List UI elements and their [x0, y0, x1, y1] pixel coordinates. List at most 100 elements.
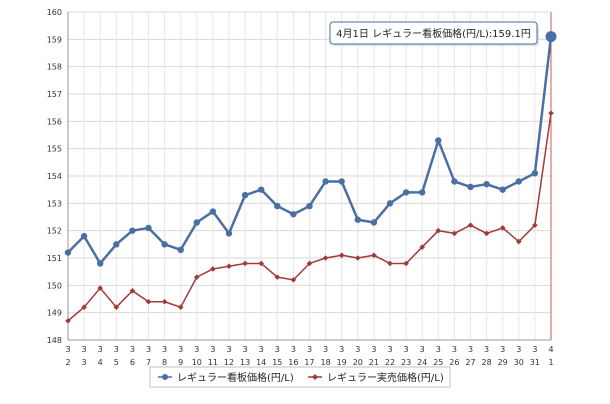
y-tick-label: 154	[47, 172, 62, 181]
legend-marker-circle	[162, 374, 168, 380]
x-tick-month: 3	[436, 345, 441, 354]
x-tick-month: 3	[226, 345, 231, 354]
x-tick-day: 22	[385, 358, 395, 367]
data-point	[242, 260, 248, 267]
x-tick-day: 15	[272, 358, 282, 367]
x-tick-month: 3	[404, 345, 409, 354]
data-point	[193, 219, 200, 226]
data-point	[161, 298, 168, 305]
x-tick-month: 3	[516, 345, 521, 354]
x-tick-month: 3	[339, 345, 344, 354]
series-layer	[64, 31, 557, 324]
x-tick-day: 31	[530, 358, 540, 367]
legend-box	[149, 366, 451, 388]
data-point	[467, 222, 474, 228]
legend-label-1: レギュラー実売価格(円/L)	[327, 371, 444, 384]
grid	[67, 11, 552, 341]
x-tick-day: 16	[288, 358, 298, 367]
x-tick-day: 7	[146, 358, 151, 367]
x-tick-day: 29	[498, 358, 508, 367]
data-point	[65, 318, 71, 324]
x-tick-month: 3	[291, 345, 296, 354]
x-tick-day: 26	[449, 358, 459, 367]
x-tick-month: 3	[500, 345, 505, 354]
data-point	[113, 304, 120, 310]
data-point	[210, 266, 216, 272]
x-tick-month: 3	[98, 345, 103, 354]
x-tick-month: 3	[259, 345, 264, 354]
x-tick-month: 3	[194, 345, 199, 354]
data-point	[306, 202, 313, 210]
data-point	[145, 224, 152, 232]
data-point	[386, 200, 394, 207]
x-tick-month: 3	[307, 345, 312, 354]
x-tick-day: 24	[417, 358, 427, 367]
data-point	[97, 260, 104, 267]
data-point	[451, 178, 458, 185]
data-point	[403, 260, 409, 267]
data-point	[402, 189, 410, 196]
x-tick-month: 3	[420, 345, 425, 354]
x-tick-day: 1	[548, 358, 553, 367]
x-tick-day: 2	[65, 358, 70, 367]
tooltip-box	[329, 21, 538, 45]
x-tick-day: 5	[114, 358, 119, 367]
x-tick-day: 13	[240, 358, 250, 367]
x-tick-month: 3	[146, 345, 151, 354]
data-point	[499, 225, 506, 231]
data-point	[177, 304, 184, 310]
x-tick-month: 3	[355, 345, 360, 354]
data-point	[274, 202, 281, 210]
data-point	[387, 260, 393, 267]
x-tick-day: 28	[482, 358, 492, 367]
tooltip-text: 4月1日 レギュラー看板価格(円/L):159.1円	[336, 27, 531, 40]
legend-marker-diamond	[312, 374, 318, 380]
x-tick-month: 3	[371, 345, 376, 354]
x-tick-month: 4	[548, 345, 553, 354]
data-point	[355, 255, 361, 261]
data-point	[483, 181, 490, 188]
x-tick-day: 30	[514, 358, 524, 367]
data-point	[80, 232, 88, 240]
x-tick-month: 3	[243, 345, 248, 354]
x-tick-month: 3	[452, 345, 457, 354]
data-point	[435, 227, 442, 234]
data-point	[483, 230, 490, 237]
x-tick-day: 11	[208, 358, 218, 367]
y-tick-label: 149	[47, 309, 62, 318]
x-tick-month: 3	[484, 345, 489, 354]
y-tick-label: 158	[47, 63, 62, 72]
data-point	[322, 255, 329, 261]
data-point	[499, 186, 506, 193]
legend: レギュラー看板価格(円/L) レギュラー実売価格(円/L)	[149, 366, 451, 388]
data-point	[467, 183, 474, 191]
data-point	[194, 274, 200, 280]
x-tick-day: 10	[192, 358, 202, 367]
data-point	[338, 252, 345, 259]
x-tick-day: 8	[162, 358, 167, 367]
x-tick-day: 6	[130, 358, 135, 367]
y-tick-label: 155	[47, 145, 62, 154]
legend-label-0: レギュラー看板価格(円/L)	[177, 371, 294, 384]
x-tick-day: 4	[98, 358, 103, 367]
data-point	[435, 137, 442, 144]
data-point	[532, 222, 538, 228]
x-tick-day: 23	[401, 358, 411, 367]
data-point	[225, 230, 233, 237]
data-point	[177, 246, 184, 253]
x-tick-day: 19	[337, 358, 347, 367]
data-point	[226, 263, 232, 269]
data-point	[209, 208, 217, 215]
data-point	[306, 260, 313, 267]
x-tick-day: 3	[82, 358, 87, 367]
data-point	[97, 285, 103, 291]
axes	[67, 12, 551, 341]
tooltip: 4月1日 レギュラー看板価格(円/L):159.1円	[329, 21, 539, 46]
data-point	[129, 227, 136, 234]
x-tick-month: 3	[532, 345, 537, 354]
data-point	[338, 178, 345, 185]
data-point	[451, 230, 458, 237]
data-point	[354, 216, 361, 223]
